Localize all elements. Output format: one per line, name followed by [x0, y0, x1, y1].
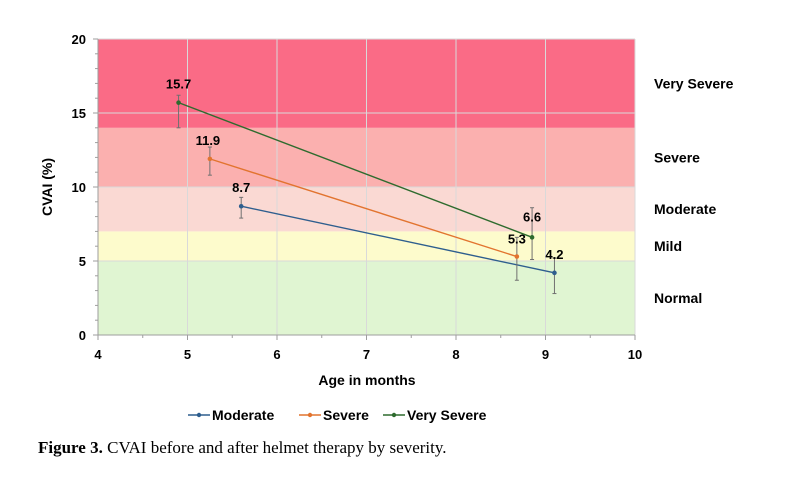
x-tick-label: 8: [452, 347, 459, 362]
data-point: [207, 156, 213, 162]
data-label: 8.7: [232, 180, 250, 195]
band-label-severe: Severe: [654, 149, 700, 165]
legend: Moderate Severe Very Severe: [188, 407, 487, 423]
series-moderate: 8.7 4.2: [232, 180, 563, 295]
legend-item-moderate: Moderate: [188, 407, 274, 423]
series-line-very-severe: [178, 101, 533, 238]
data-label: 4.2: [545, 247, 563, 262]
y-tick-label: 10: [72, 180, 86, 195]
y-tick-labels: 0 5 10 15 20: [72, 32, 86, 343]
cvai-chart: 0 5 10 15 20 4 5 6 7 8 9 10 Normal Mild Moderate Seve…: [39, 32, 734, 423]
data-point: [176, 100, 181, 105]
band-label-moderate: Moderate: [654, 201, 716, 217]
data-point: [514, 254, 520, 259]
x-tick-label: 4: [94, 347, 102, 362]
legend-label: Moderate: [212, 407, 274, 423]
data-point: [529, 235, 535, 240]
caption-text: CVAI before and after helmet therapy by …: [102, 438, 447, 457]
legend-label: Very Severe: [407, 407, 487, 423]
series-very-severe: 15.7 6.6: [166, 77, 541, 261]
y-tick-label: 5: [79, 254, 86, 269]
x-tick-label: 6: [273, 347, 280, 362]
y-tick-label: 0: [79, 328, 86, 343]
x-axis-title: Age in months: [318, 372, 415, 388]
series-line-severe: [209, 158, 518, 258]
data-label: 5.3: [508, 232, 526, 247]
data-point: [238, 203, 244, 209]
x-tick-label: 7: [363, 347, 370, 362]
x-tick-label: 5: [184, 347, 191, 362]
legend-swatch-marker: [307, 412, 313, 418]
data-label: 15.7: [166, 77, 191, 92]
series-layer: 8.7 4.2 11.9 5.3 15.7 6.6: [166, 77, 563, 295]
y-tick-label: 15: [72, 106, 86, 121]
y-axis-title: CVAI (%): [39, 158, 55, 216]
x-tick-labels: 4 5 6 7 8 9 10: [94, 347, 642, 362]
y-tick-label: 20: [72, 32, 86, 47]
x-tick-label: 9: [542, 347, 549, 362]
data-label: 6.6: [523, 209, 541, 224]
band-labels: Normal Mild Moderate Severe Very Severe: [654, 75, 734, 306]
figure-caption: Figure 3. CVAI before and after helmet t…: [38, 438, 778, 458]
legend-swatch-marker: [391, 412, 397, 418]
grid-lines: [98, 38, 636, 335]
legend-label: Severe: [323, 407, 369, 423]
series-line-moderate: [241, 205, 555, 274]
series-severe: 11.9 5.3: [196, 133, 526, 281]
legend-item-severe: Severe: [299, 407, 369, 423]
x-tick-label: 10: [628, 347, 642, 362]
band-label-normal: Normal: [654, 290, 702, 306]
band-label-mild: Mild: [654, 238, 682, 254]
caption-label: Figure 3.: [38, 438, 103, 457]
data-point: [552, 270, 557, 276]
legend-item-very-severe: Very Severe: [383, 407, 487, 423]
legend-swatch-marker: [196, 412, 202, 418]
axes: [93, 38, 636, 340]
data-label: 11.9: [196, 133, 221, 148]
band-label-very-severe: Very Severe: [654, 75, 734, 91]
